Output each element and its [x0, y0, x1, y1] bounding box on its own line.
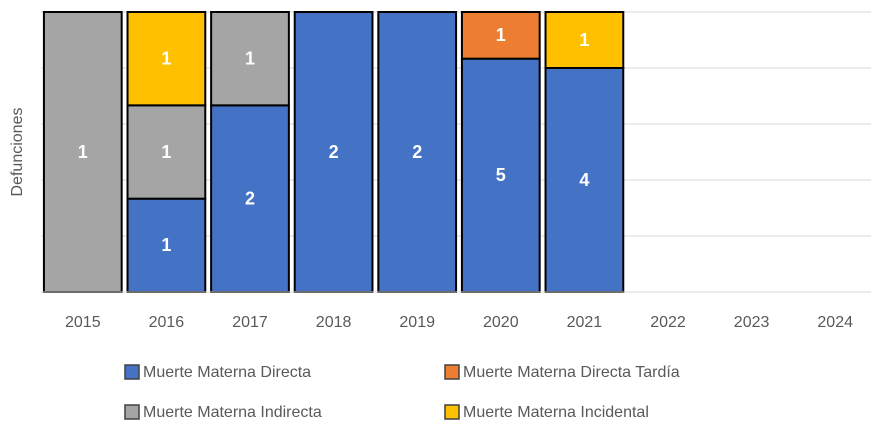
legend-swatch	[124, 364, 140, 380]
data-label: 1	[161, 235, 171, 255]
x-tick-label: 2022	[650, 314, 686, 331]
legend-swatch	[124, 404, 140, 420]
legend-swatch	[444, 404, 460, 420]
legend-label: Muerte Materna Directa Tardía	[463, 364, 680, 381]
bar-segment	[460, 11, 541, 60]
x-tick-label: 2020	[483, 314, 519, 331]
data-label: 1	[161, 48, 171, 68]
data-label: 1	[78, 142, 88, 162]
x-tick-label: 2023	[734, 314, 770, 331]
legend-label: Muerte Materna Directa	[143, 364, 311, 381]
data-label: 1	[496, 25, 506, 45]
bar-segment	[544, 67, 625, 293]
legend-label: Muerte Materna Incidental	[463, 404, 649, 421]
data-label: 1	[245, 48, 255, 68]
data-label: 5	[496, 165, 506, 185]
bar-segment	[293, 11, 374, 293]
legend-swatch	[444, 364, 460, 380]
y-axis-label: Defunciones	[9, 108, 26, 197]
data-label: 1	[579, 30, 589, 50]
x-tick-label: 2021	[567, 314, 603, 331]
x-tick-label: 2019	[399, 314, 435, 331]
bar-segment	[210, 104, 290, 294]
data-label: 4	[579, 170, 589, 190]
data-label: 2	[412, 142, 422, 162]
data-label: 2	[329, 142, 339, 162]
bar-segment	[126, 197, 207, 294]
bar-segment	[126, 11, 207, 107]
data-label: 1	[161, 142, 171, 162]
bar-segment	[377, 11, 458, 293]
x-tick-label: 2015	[65, 314, 101, 331]
x-tick-label: 2024	[817, 314, 853, 331]
bar-segment	[126, 104, 207, 200]
x-tick-label: 2017	[232, 314, 268, 331]
x-tick-label: 2016	[149, 314, 185, 331]
x-tick-label: 2018	[316, 314, 352, 331]
bar-segment	[210, 11, 290, 107]
legend-label: Muerte Materna Indirecta	[143, 404, 322, 421]
bar-segment	[544, 11, 625, 69]
data-label: 2	[245, 188, 255, 208]
